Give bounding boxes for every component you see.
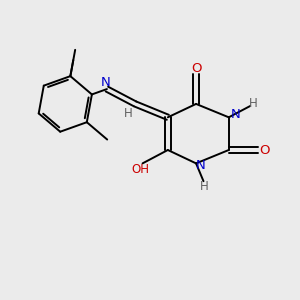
Text: N: N (230, 108, 240, 121)
Text: H: H (249, 97, 258, 110)
Text: H: H (124, 107, 133, 120)
Text: O: O (259, 143, 270, 157)
Text: O: O (191, 62, 201, 75)
Text: OH: OH (131, 164, 149, 176)
Text: H: H (200, 180, 208, 193)
Text: N: N (100, 76, 110, 89)
Text: N: N (196, 159, 206, 172)
